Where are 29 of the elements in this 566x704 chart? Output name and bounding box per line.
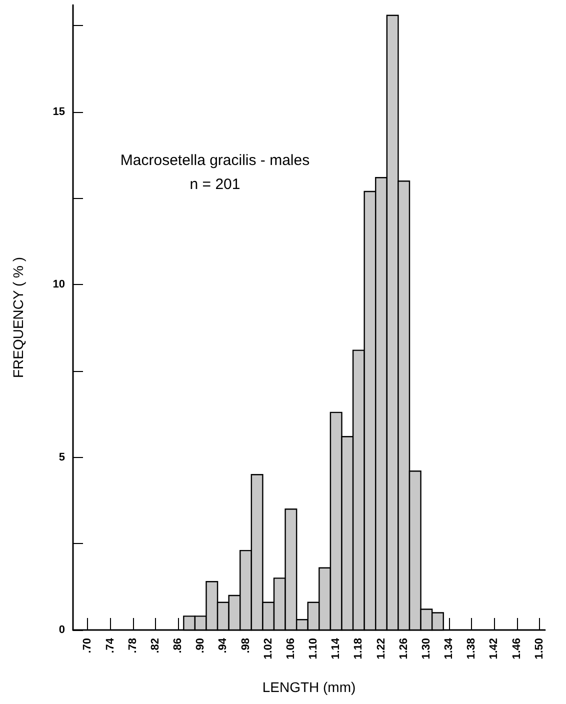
y-tick-label: 15 xyxy=(52,106,65,118)
x-tick-label: 1.30 xyxy=(420,638,432,660)
y-tick-label: 10 xyxy=(52,278,65,291)
x-tick-label: .94 xyxy=(217,637,230,654)
x-tick-label: .90 xyxy=(194,638,207,654)
text: Macrosetella gracilis - males xyxy=(120,152,310,169)
x-tick-label: 1.46 xyxy=(510,638,523,660)
x-axis-title: LENGTH (mm) xyxy=(262,679,356,695)
y-tick-label: 0 xyxy=(58,624,65,636)
x-tick-label: 1.42 xyxy=(488,638,500,660)
x-tick-label: .98 xyxy=(240,638,252,654)
x-tick-label: .74 xyxy=(104,637,116,654)
x-tick-label: 1.26 xyxy=(398,638,410,660)
x-tick-label: 1.10 xyxy=(308,638,320,660)
x-tick-label: .82 xyxy=(149,638,162,654)
x-tick-label: 1.50 xyxy=(533,638,546,660)
x-tick-label: 1.34 xyxy=(443,637,456,660)
text: n = 201 xyxy=(190,176,240,193)
x-tick-label: .86 xyxy=(172,638,184,654)
y-tick-label: 5 xyxy=(58,451,65,464)
x-tick-label: 1.02 xyxy=(262,638,274,660)
x-tick-label: .70 xyxy=(82,638,94,654)
x-tick-label: .78 xyxy=(126,638,139,654)
x-tick-label: 1.38 xyxy=(466,638,478,660)
y-axis-title: FREQUENCY ( % ) xyxy=(10,256,26,378)
x-tick-label: 1.22 xyxy=(375,638,388,660)
x-tick-label: 1.06 xyxy=(284,638,297,660)
x-tick-label: 1.18 xyxy=(352,638,365,660)
x-tick-label: 1.14 xyxy=(330,637,342,660)
